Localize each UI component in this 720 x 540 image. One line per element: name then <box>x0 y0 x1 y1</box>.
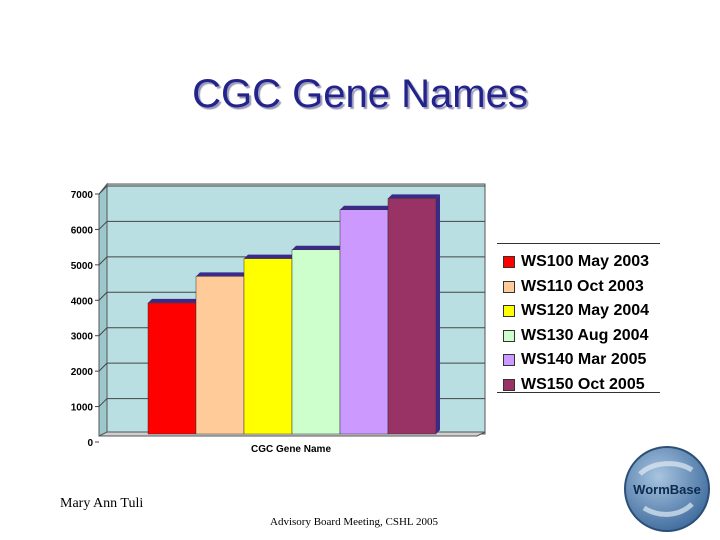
legend-item: WS130 Aug 2004 <box>497 324 660 349</box>
legend-label: WS110 Oct 2003 <box>521 277 644 295</box>
bar <box>147 298 200 435</box>
legend-swatch <box>503 305 515 318</box>
bar <box>387 194 440 435</box>
gridline-side <box>98 185 108 195</box>
bar-top <box>340 205 392 210</box>
bar-front <box>195 276 245 435</box>
legend-swatch <box>503 256 515 269</box>
y-tick-label: 7000 <box>71 190 94 201</box>
legend-item: WS150 Oct 2005 <box>497 373 660 398</box>
wormbase-logo-icon: WormBase <box>624 446 710 532</box>
logo-text: WormBase <box>633 482 701 497</box>
bar-side <box>436 194 440 434</box>
gridline-side <box>98 398 108 407</box>
y-tick-label: 4000 <box>71 296 94 307</box>
legend-swatch <box>503 354 515 367</box>
slide-title: CGC Gene Names <box>192 72 528 116</box>
bar <box>195 272 248 435</box>
gridline-side <box>98 221 108 230</box>
x-axis-label: CGC Gene Name <box>251 444 331 455</box>
gridline-side <box>98 327 108 337</box>
legend-item: WS140 Mar 2005 <box>497 348 660 373</box>
legend-item: WS120 May 2004 <box>497 299 660 324</box>
bar-top <box>388 194 440 199</box>
legend: WS100 May 2003 WS110 Oct 2003 WS120 May 20… <box>497 243 660 393</box>
legend-item: WS110 Oct 2003 <box>497 275 660 300</box>
gridline-side <box>98 362 108 372</box>
y-tick-label: 1000 <box>71 403 94 414</box>
footer-text: Advisory Board Meeting, CSHL 2005 <box>270 516 438 528</box>
legend-swatch <box>503 329 515 342</box>
legend-label: WS150 Oct 2005 <box>521 375 645 393</box>
legend-label: WS130 Aug 2004 <box>521 326 649 344</box>
y-tick-label: 0 <box>87 438 93 449</box>
legend-swatch <box>503 378 515 391</box>
y-tick-label: 5000 <box>71 261 94 272</box>
bar-front <box>243 258 293 435</box>
bar-top <box>244 254 296 259</box>
gridline-side <box>98 291 108 301</box>
legend-label: WS100 May 2003 <box>521 253 650 271</box>
y-tick-label: 3000 <box>71 332 94 343</box>
bar <box>291 245 344 435</box>
legend-label: WS140 Mar 2005 <box>521 351 647 369</box>
legend-item: WS100 May 2003 <box>497 250 660 275</box>
bar-front <box>147 302 197 435</box>
bar <box>339 205 392 435</box>
plot-side-wall <box>98 182 108 437</box>
legend-label: WS120 May 2004 <box>521 302 650 320</box>
legend-swatch <box>503 280 515 293</box>
bar-top <box>196 272 248 277</box>
y-tick-label: 2000 <box>71 367 94 378</box>
bar-front <box>339 209 389 435</box>
bar-top <box>148 298 200 303</box>
gridline-side <box>98 256 108 266</box>
bar-front <box>291 249 341 435</box>
y-tick-label: 6000 <box>71 225 94 236</box>
bar-front <box>387 198 437 435</box>
bar-top <box>292 245 344 250</box>
bar <box>243 254 296 435</box>
author-name: Mary Ann Tuli <box>60 496 144 511</box>
